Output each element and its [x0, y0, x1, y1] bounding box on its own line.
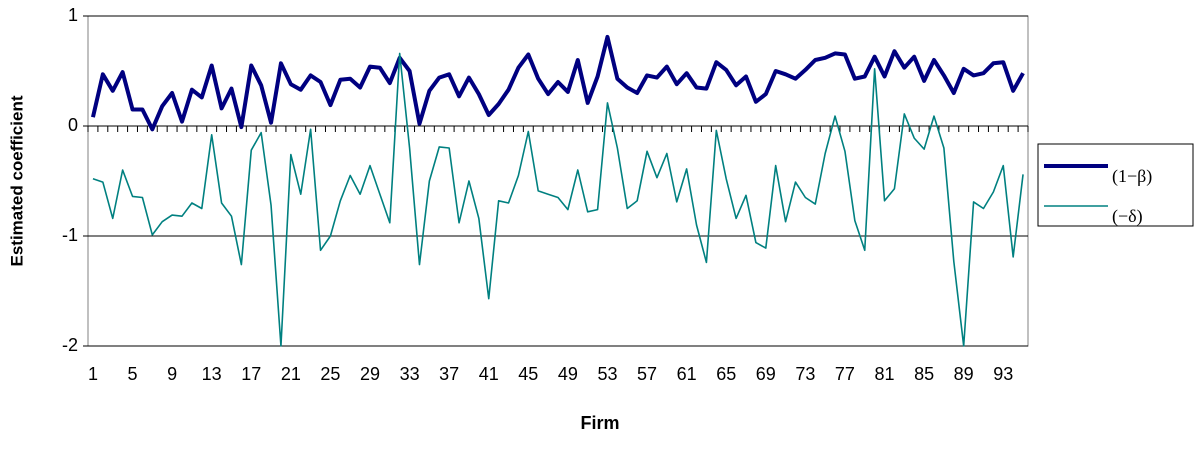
x-tick-label: 81 [875, 364, 895, 384]
x-tick-label: 61 [677, 364, 697, 384]
series-line [91, 34, 1025, 132]
x-tick-label: 25 [320, 364, 340, 384]
x-tick-label: 13 [202, 364, 222, 384]
x-tick-label: 45 [518, 364, 538, 384]
x-tick-label: 41 [479, 364, 499, 384]
x-tick-label: 57 [637, 364, 657, 384]
y-axis-title: Estimated coefficient [7, 95, 26, 266]
x-tick-label: 69 [756, 364, 776, 384]
y-tick-label: 0 [68, 115, 78, 135]
x-tick-label: 49 [558, 364, 578, 384]
y-tick-label: -2 [62, 335, 78, 355]
x-tick-label: 21 [281, 364, 301, 384]
x-tick-label: 1 [88, 364, 98, 384]
x-tick-label: 37 [439, 364, 459, 384]
x-tick-label: 93 [993, 364, 1013, 384]
x-tick-label: 85 [914, 364, 934, 384]
legend-box [1037, 143, 1194, 227]
x-tick-label: 9 [167, 364, 177, 384]
series-line [92, 52, 1024, 347]
x-tick-label: 89 [954, 364, 974, 384]
x-tick-label: 17 [241, 364, 261, 384]
x-tick-label: 33 [400, 364, 420, 384]
x-tick-label: 5 [128, 364, 138, 384]
x-tick-label: 73 [795, 364, 815, 384]
y-tick-label: -1 [62, 225, 78, 245]
x-axis-title: Firm [580, 413, 619, 433]
x-tick-label: 29 [360, 364, 380, 384]
x-tick-label: 77 [835, 364, 855, 384]
x-tick-label: 65 [716, 364, 736, 384]
x-tick-label: 53 [597, 364, 617, 384]
y-tick-label: 1 [68, 5, 78, 25]
plot-area [87, 15, 1029, 347]
legend-label: (−δ) [1112, 206, 1143, 227]
legend-label: (1−β) [1112, 166, 1152, 187]
